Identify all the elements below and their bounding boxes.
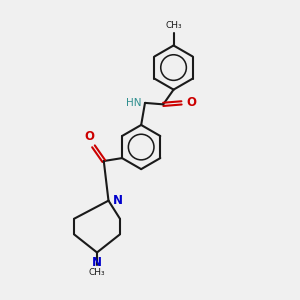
Text: O: O — [84, 130, 94, 143]
Text: HN: HN — [126, 98, 142, 108]
Text: N: N — [113, 194, 123, 207]
Text: O: O — [186, 96, 196, 110]
Text: CH₃: CH₃ — [89, 268, 105, 277]
Text: N: N — [92, 256, 102, 269]
Text: CH₃: CH₃ — [165, 21, 182, 30]
